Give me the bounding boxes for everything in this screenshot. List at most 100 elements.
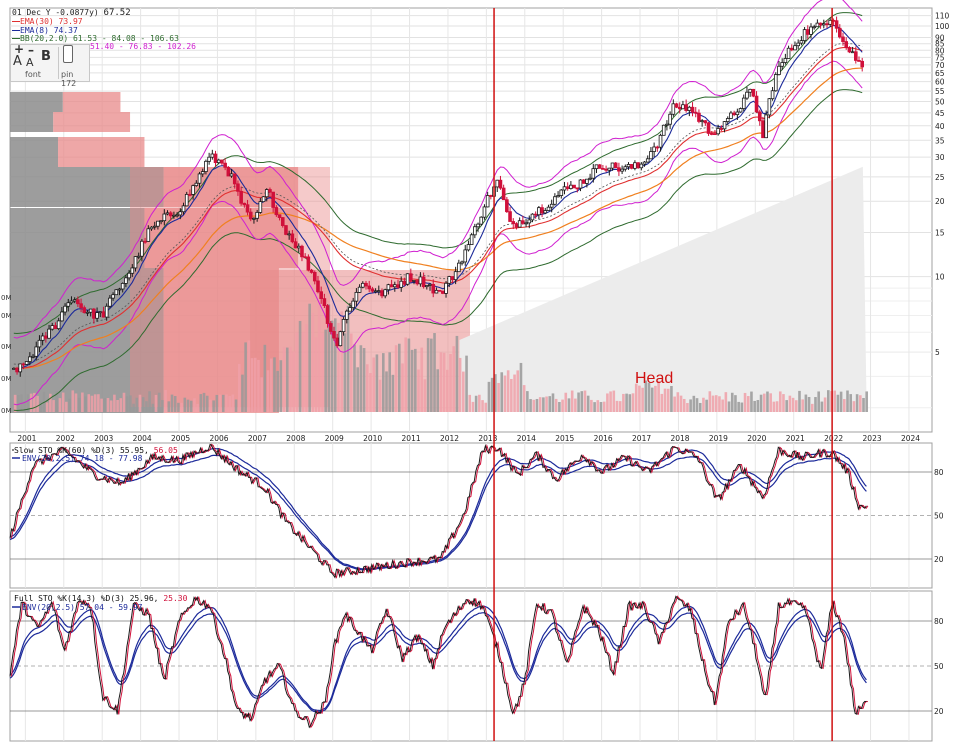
slow-sto-title-last: 56.05 (154, 446, 178, 455)
volume-bar (650, 387, 654, 412)
zoom-out-button[interactable]: – (28, 43, 34, 57)
volume-bar (382, 353, 385, 412)
volume-bar (177, 402, 180, 412)
font-smaller-button[interactable]: A (26, 56, 34, 69)
volume-bar (199, 394, 203, 412)
candle-body (591, 168, 596, 179)
volume-bar (17, 395, 20, 412)
volume-bar (641, 387, 644, 412)
candle-body (261, 196, 266, 203)
candle-body (31, 355, 35, 358)
candle-body (738, 108, 743, 113)
volume-bar (388, 352, 392, 412)
volume-bar (314, 337, 318, 412)
candle-body (421, 276, 426, 288)
x-tick-label: 2009 (325, 434, 344, 443)
price-tick-label: 10 (935, 273, 945, 282)
font-caption: font (25, 70, 41, 79)
volume-bar (385, 371, 388, 412)
price-tick-label: 5 (935, 348, 940, 357)
candle-body (88, 308, 93, 313)
slow-sto-title-main: Slow STO %K(60) %D(3) 55.95, (14, 446, 149, 455)
candle-body (300, 245, 304, 258)
candle-body (40, 335, 45, 341)
x-tick-label: 2006 (209, 434, 228, 443)
volume-bar (401, 363, 404, 412)
font-larger-button[interactable]: A (13, 54, 22, 69)
candle-body (847, 47, 852, 53)
candle-body (793, 45, 797, 51)
candle-body (479, 216, 484, 225)
volume-bar (596, 400, 600, 412)
volume-bar (36, 395, 39, 412)
candle-body (236, 183, 240, 192)
x-tick-label: 2014 (517, 434, 536, 443)
volume-bar (356, 367, 359, 412)
envelope-lower-line (13, 60, 863, 406)
volume-bar (753, 400, 756, 412)
bold-button[interactable]: B (41, 49, 51, 64)
x-tick-label: 2021 (786, 434, 805, 443)
volume-bar (702, 397, 705, 412)
pin-label: pin (61, 70, 74, 79)
volume-bar (548, 396, 552, 412)
zoom-in-button[interactable]: + (14, 42, 25, 56)
volume-bar (423, 379, 427, 412)
candle-body (108, 297, 112, 307)
volume-bar (487, 381, 491, 412)
candle-body (271, 191, 275, 208)
volume-bar (657, 380, 660, 412)
ema8-line (13, 24, 863, 370)
candle-body (450, 276, 455, 281)
candle-body (684, 104, 688, 111)
volume-bar (682, 398, 686, 412)
vbp-up-bar (10, 112, 54, 132)
candle-body (482, 206, 487, 218)
candle-body (293, 241, 298, 249)
candle-body (741, 97, 746, 109)
volume-bar (33, 392, 36, 412)
candle-body (197, 173, 202, 184)
candle-body (175, 214, 179, 217)
candle-body (812, 26, 816, 29)
volume-bar (644, 380, 648, 412)
candle-body (617, 167, 621, 172)
volume-bar (503, 375, 507, 412)
volume-bar (145, 401, 148, 412)
full-sto-env-label: ENV(20,2.5) 57.04 - 59.97 (22, 603, 143, 612)
candle-body (425, 285, 429, 288)
volume-bar (455, 335, 459, 412)
volume-bar (602, 401, 606, 412)
volume-bar (510, 378, 513, 412)
candle-body (280, 217, 285, 226)
volume-bar (189, 400, 193, 412)
candle-body (655, 146, 660, 149)
candle-body (396, 284, 400, 288)
volume-bar (663, 388, 667, 412)
candle-body (469, 234, 474, 245)
candle-body (703, 120, 708, 124)
volume-bar (90, 395, 94, 412)
candle-body (441, 290, 445, 294)
volume-bar (695, 398, 699, 412)
candle-body (838, 27, 842, 38)
candle-body (597, 164, 602, 169)
x-tick-label: 2010 (363, 434, 382, 443)
volume-bar (577, 392, 580, 412)
volume-bar (785, 400, 788, 412)
candle-body (220, 159, 224, 164)
volume-bar (257, 359, 260, 412)
volume-bar (247, 340, 251, 412)
candle-body (98, 311, 103, 314)
candle-body (719, 128, 724, 130)
candle-body (287, 233, 291, 236)
candle-body (200, 171, 205, 175)
candle-body (658, 134, 663, 148)
price-tick-label: 110 (935, 12, 950, 21)
pin-icon[interactable] (63, 45, 73, 63)
candle-body (380, 290, 384, 297)
candle-body (328, 323, 333, 332)
volume-bar (116, 399, 119, 412)
volume-bar (337, 322, 340, 412)
volume-bar (513, 374, 516, 412)
